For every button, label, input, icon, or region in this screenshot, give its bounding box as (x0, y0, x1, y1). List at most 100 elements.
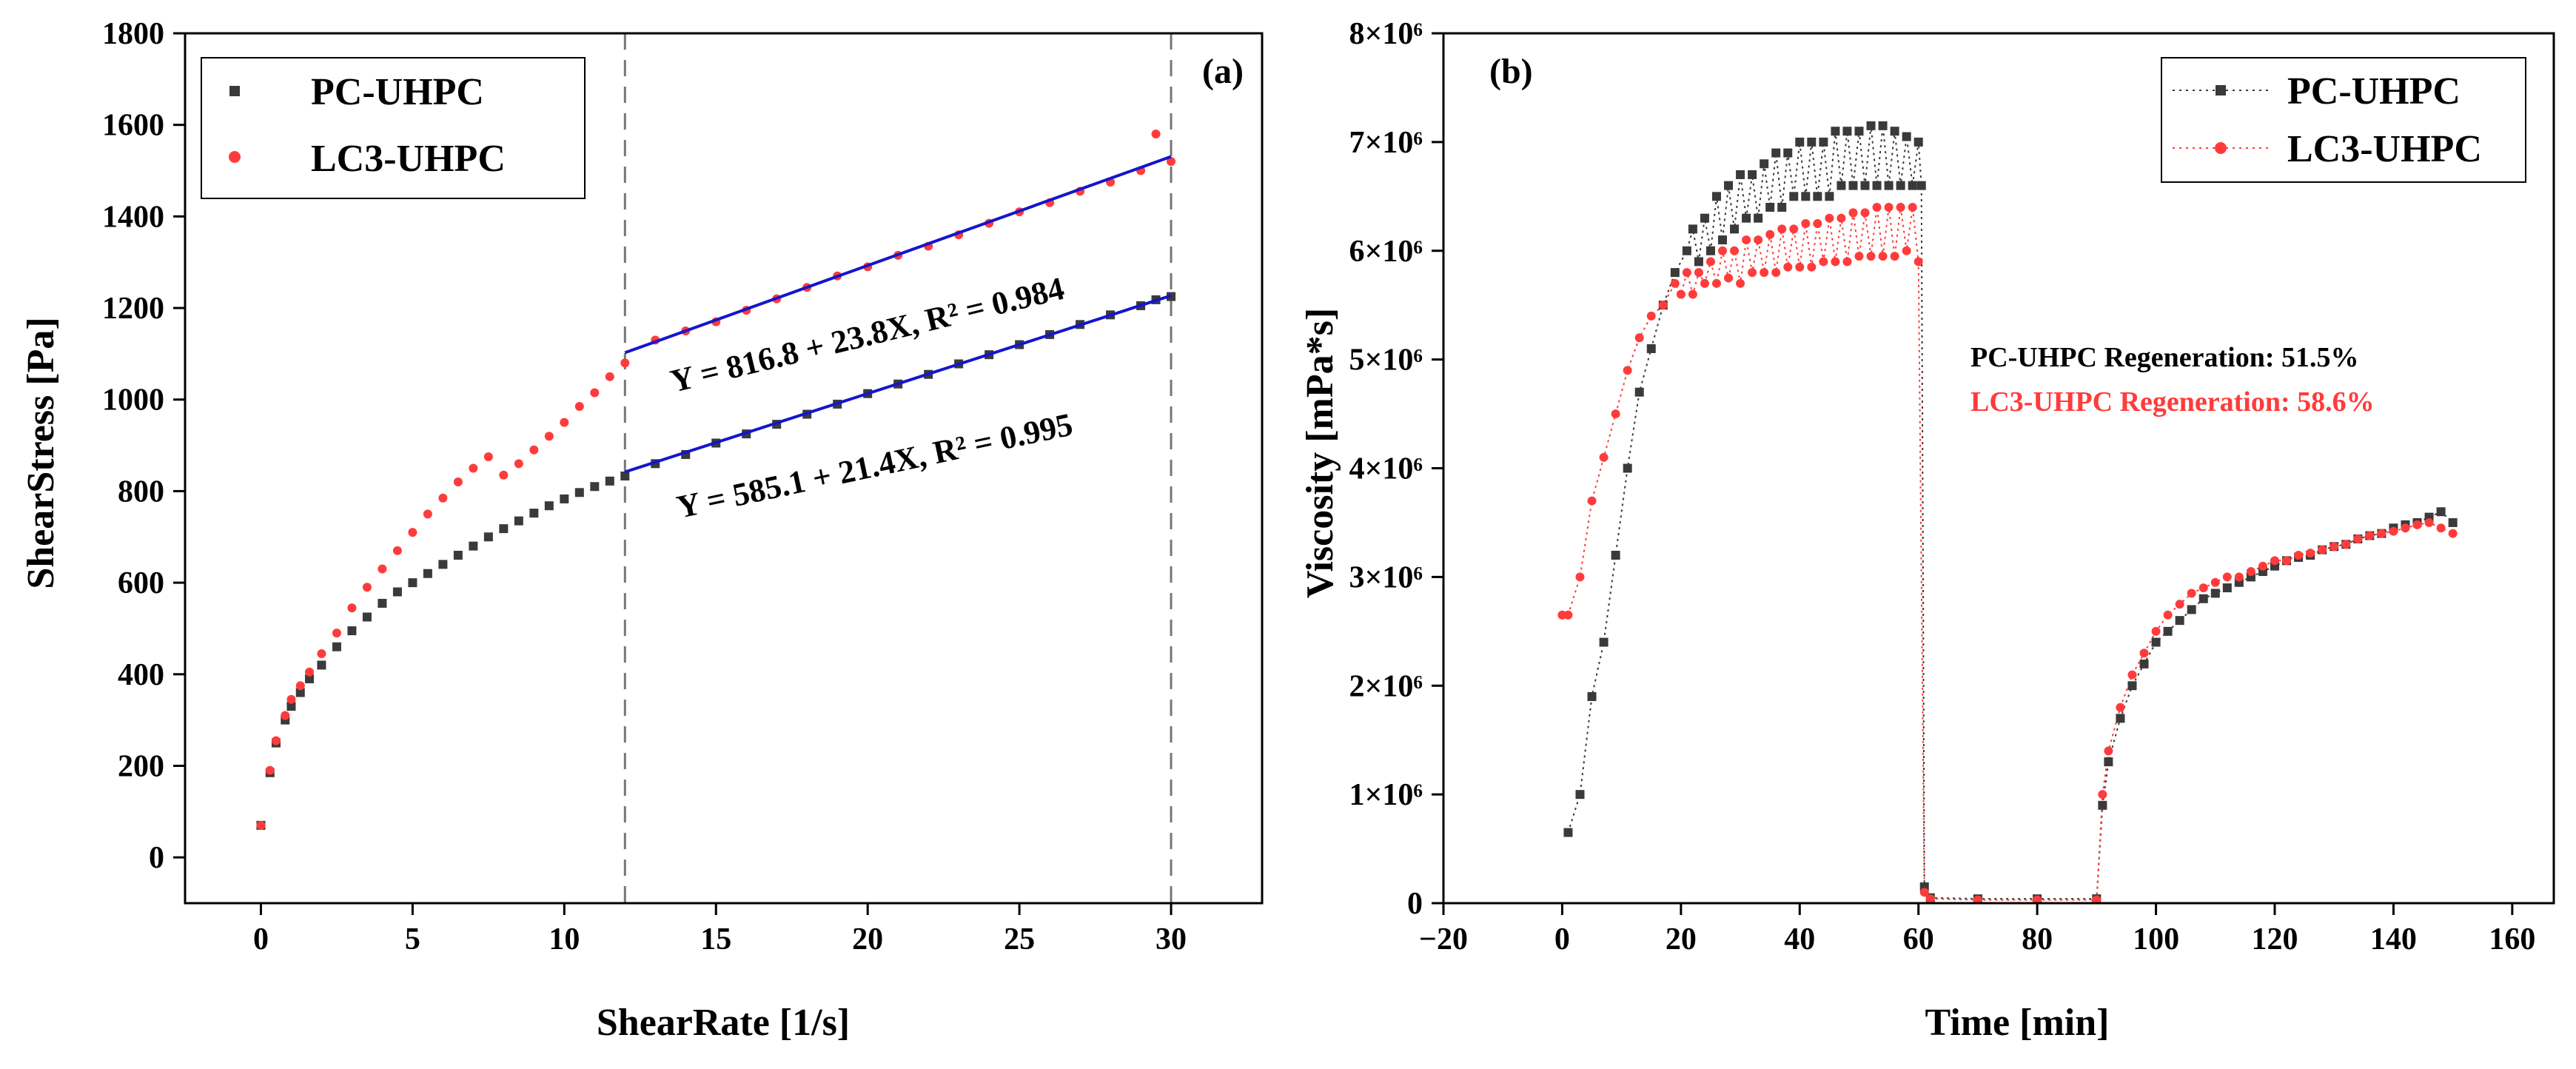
panel-b-point-pc (1825, 192, 1834, 201)
panel-b-data-points (1557, 121, 2458, 905)
panel-b-series-lines (1562, 125, 2454, 901)
panel-a-point-lc3 (392, 546, 402, 555)
panel-b-point-lc3 (1908, 203, 1917, 212)
panel-b-point-pc (1705, 246, 1715, 255)
panel-a-fit-equation-lc3: Y = 816.8 + 23.8X, R² = 0.984 (667, 270, 1067, 400)
panel-b-point-lc3 (1688, 289, 1697, 299)
panel-a-point-lc3 (286, 694, 296, 704)
panel-a-point-pc (305, 674, 315, 683)
panel-b-point-lc3 (1611, 409, 1620, 419)
panel-b-regeneration-note-pc: PC-UHPC Regeneration: 51.5% (1970, 342, 2359, 373)
panel-b-point-lc3 (1658, 301, 1668, 310)
panel-b-point-pc (1795, 137, 1805, 147)
panel-a-guide-lines (623, 33, 1173, 903)
panel-b-point-pc (1890, 127, 1899, 136)
panel-b-point-lc3 (2436, 523, 2446, 533)
panel-b-point-pc (1718, 235, 1728, 245)
panel-b-point-pc (1872, 181, 1882, 190)
panel-b-point-lc3 (1777, 224, 1787, 234)
panel-b-point-pc (2127, 681, 2137, 691)
panel-b-point-lc3 (2424, 517, 2434, 527)
panel-b-x-tick-label: −20 (1419, 922, 1468, 956)
panel-a-point-lc3 (1167, 157, 1176, 167)
panel-b-point-pc (1878, 121, 1888, 130)
panel-b-point-pc (1801, 192, 1811, 201)
panel-b-point-pc (1563, 828, 1573, 837)
panel-a-y-tick-label: 400 (118, 658, 164, 692)
panel-a-point-pc (605, 476, 614, 486)
panel-a-point-lc3 (317, 649, 326, 658)
panel-b-point-lc3 (1563, 610, 1573, 620)
panel-a-legend: PC-UHPC LC3-UHPC (201, 57, 586, 199)
panel-a-point-lc3 (281, 711, 290, 720)
panel-b-point-lc3 (2448, 529, 2458, 538)
panel-b-point-pc (1884, 181, 1894, 190)
panel-b-point-pc (1623, 463, 1632, 473)
panel-b-point-lc3 (2377, 529, 2387, 538)
panel-b-x-tick-label: 0 (1554, 922, 1570, 956)
panel-a-y-tick-label: 1000 (102, 383, 164, 418)
panel-b-point-pc (2175, 616, 2184, 626)
panel-a-point-pc (483, 532, 493, 542)
panel-a-x-tick-label: 5 (405, 922, 420, 956)
panel-b-point-lc3 (1718, 246, 1728, 255)
panel-b-y-tick-label: 8×10⁶ (1349, 17, 1423, 51)
panel-a-point-lc3 (265, 765, 275, 775)
panel-a-data-points (256, 130, 1176, 830)
panel-b-point-pc (1866, 121, 1876, 130)
panel-b-y-tick-label: 1×10⁶ (1349, 778, 1423, 812)
panel-b-point-pc (1748, 170, 1757, 179)
panel-a-point-lc3 (605, 372, 614, 381)
panel-b-point-lc3 (1587, 496, 1597, 506)
panel-b-point-pc (2436, 507, 2446, 517)
panel-b-point-lc3 (2175, 600, 2184, 609)
panel-b-point-lc3 (2365, 531, 2375, 540)
panel-a-point-pc (423, 569, 432, 578)
panel-b-legend-box (2161, 57, 2526, 183)
panel-b-point-pc (1694, 257, 1703, 267)
panel-b-point-pc (2448, 517, 2458, 527)
panel-b-point-pc (1916, 181, 1926, 190)
panel-b-point-lc3 (1842, 257, 1852, 267)
panel-b-point-pc (1819, 137, 1828, 147)
panel-b-point-lc3 (1896, 203, 1905, 212)
panel-a-plot-frame (184, 32, 1264, 905)
panel-a-point-lc3 (362, 583, 372, 592)
panel-a-x-ticks: 0 5 10 15 20 25 30 (253, 903, 1187, 956)
panel-b-point-pc (1760, 159, 1769, 169)
panel-b-point-lc3 (2187, 589, 2196, 598)
panel-a-point-lc3 (574, 402, 584, 412)
panel-b-point-pc (1646, 344, 1656, 353)
panel-b-legend-marker-pc (2216, 85, 2226, 95)
panel-a-point-pc (469, 541, 478, 551)
panel-b-point-lc3 (2098, 790, 2107, 800)
panel-b-point-lc3 (1711, 278, 1721, 288)
panel-a-point-lc3 (483, 452, 493, 462)
panel-b-point-lc3 (2353, 534, 2363, 543)
panel-b-point-lc3 (1902, 246, 1911, 255)
panel-b-point-lc3 (2412, 520, 2422, 529)
panel-a-point-pc (499, 524, 509, 534)
panel-b-point-pc (2222, 583, 2232, 593)
panel-a-point-pc (362, 612, 372, 622)
panel-a-point-lc3 (256, 820, 266, 830)
panel-b-point-lc3 (1771, 268, 1781, 278)
panel-b-point-lc3 (2151, 626, 2161, 636)
panel-b-y-tick-label: 6×10⁶ (1349, 235, 1423, 269)
panel-b-point-lc3 (1795, 262, 1805, 272)
panel-b-point-lc3 (1919, 888, 1929, 897)
panel-b-x-tick-label: 100 (2133, 922, 2179, 956)
panel-b-point-lc3 (1676, 289, 1686, 299)
panel-b-point-pc (2210, 589, 2220, 598)
panel-b-point-lc3 (1705, 257, 1715, 267)
panel-b-point-lc3 (1670, 278, 1680, 288)
panel-b-point-pc (1771, 148, 1781, 158)
panel-a-point-lc3 (529, 445, 539, 455)
panel-b-point-lc3 (1730, 246, 1740, 255)
panel-b-point-lc3 (1848, 208, 1858, 218)
panel-a-label: (a) (1202, 52, 1244, 91)
panel-a-point-pc (347, 626, 357, 636)
panel-b-y-ticks: 0 1×10⁶ 2×10⁶ 3×10⁶ 4×10⁶ 5×10⁶ 6×10⁶ 7×10⁶ 8×10… (1349, 17, 1443, 921)
panel-b-point-lc3 (2270, 556, 2279, 566)
panel-b-point-pc (1842, 127, 1852, 136)
